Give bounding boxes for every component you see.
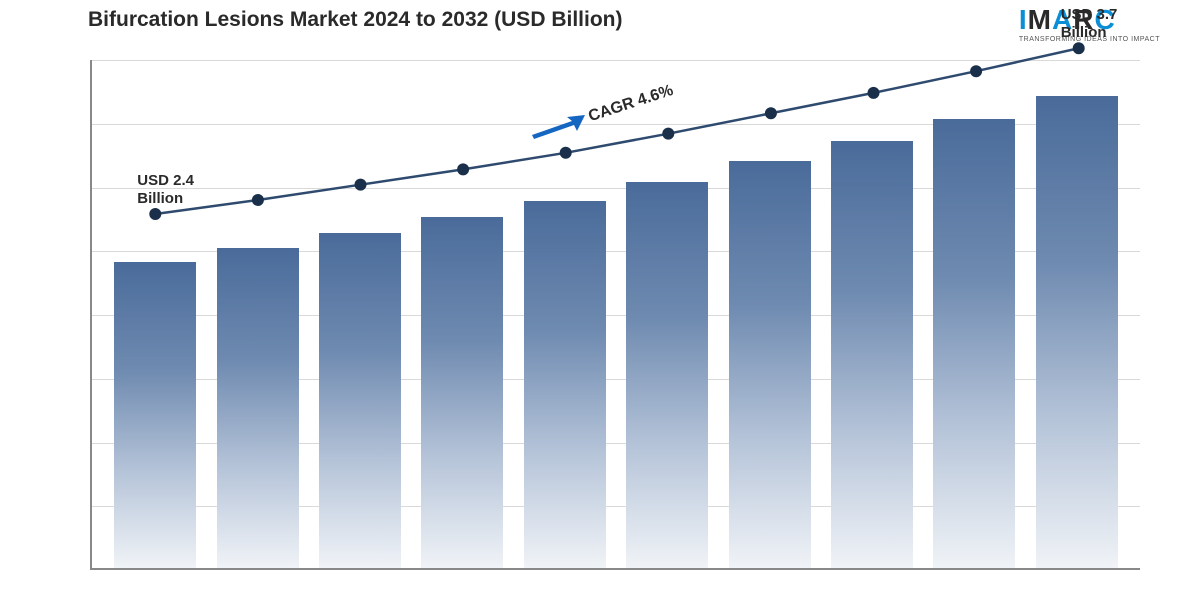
start-value-label: USD 2.4Billion [137,172,194,208]
chart-title: Bifurcation Lesions Market 2024 to 2032 … [88,8,622,32]
end-value-label: USD 3.7Billion [1061,6,1118,42]
plot-area: USD 2.4Billion USD 3.7Billion CAGR 4.6% [90,60,1140,570]
cagr-arrow-icon [527,113,587,143]
trend-line [92,60,1140,568]
